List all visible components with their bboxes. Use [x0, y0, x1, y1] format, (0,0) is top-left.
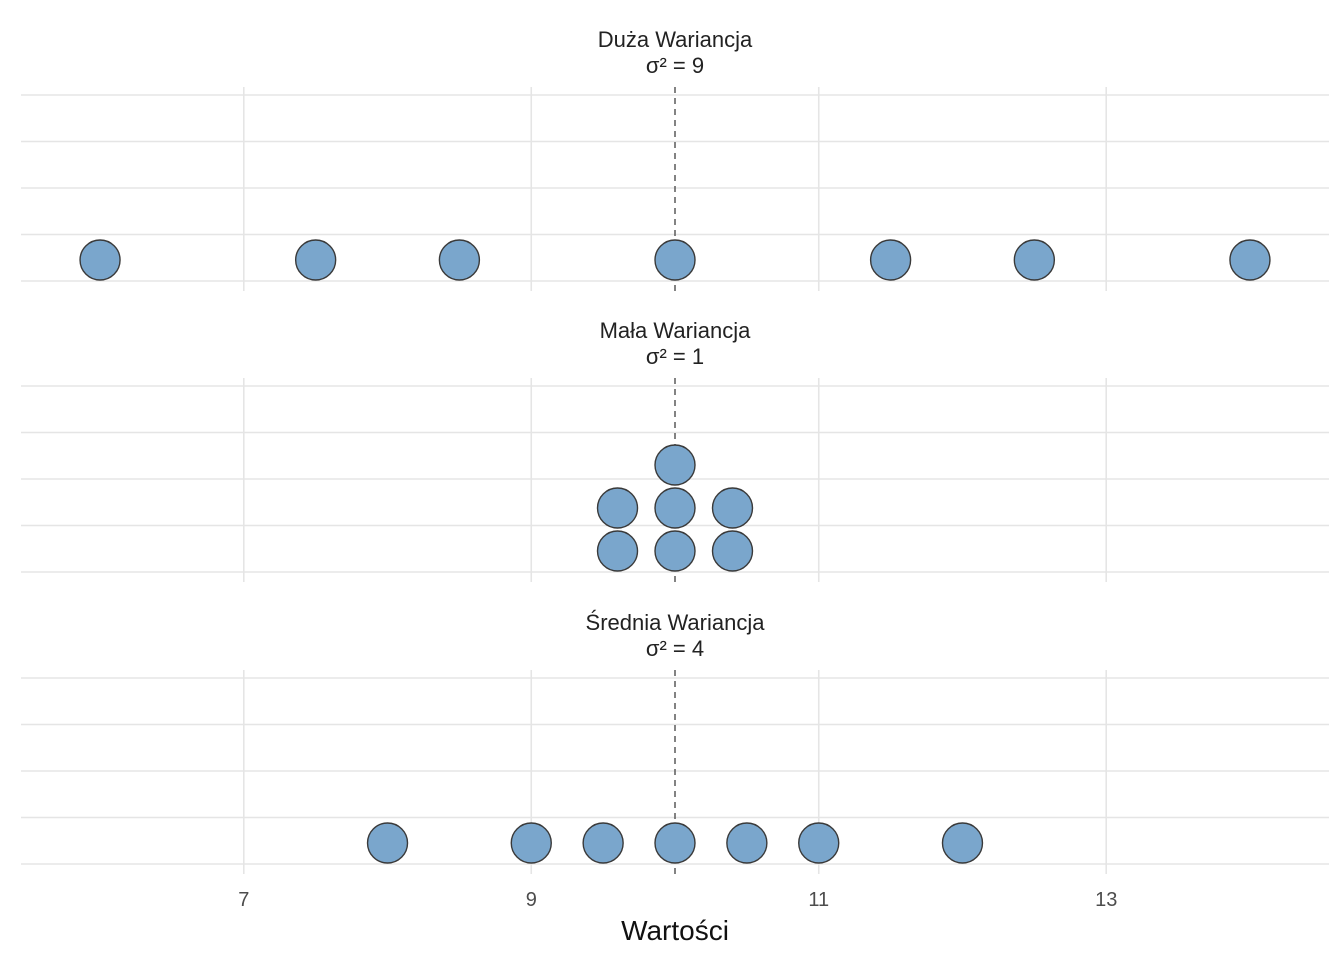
data-point: [582, 822, 624, 864]
x-axis-title: Wartości: [621, 915, 729, 946]
panel-subtitle: σ² = 9: [646, 53, 704, 78]
panel-title: Średnia Wariancja: [586, 610, 766, 635]
data-point: [798, 822, 840, 864]
data-point: [79, 239, 121, 281]
data-point: [711, 530, 754, 572]
panel-subtitle: σ² = 1: [646, 344, 704, 369]
panel-title: Duża Wariancja: [598, 27, 753, 52]
data-point: [1013, 239, 1056, 281]
data-point: [654, 530, 696, 572]
data-point: [596, 487, 639, 529]
data-point: [654, 444, 696, 486]
x-tick-label: 7: [238, 889, 249, 911]
data-point: [366, 822, 409, 864]
x-tick-label: 9: [526, 889, 537, 911]
data-point: [1229, 239, 1271, 281]
data-point: [941, 822, 984, 864]
x-tick-label: 13: [1095, 889, 1117, 911]
x-tick-label: 11: [808, 889, 829, 911]
data-point: [654, 487, 696, 529]
data-point: [438, 239, 481, 281]
data-point: [654, 822, 696, 864]
data-point: [711, 487, 754, 529]
panel-title: Mała Wariancja: [600, 318, 752, 343]
data-point: [596, 530, 639, 572]
data-point: [869, 239, 912, 281]
panel-subtitle: σ² = 4: [646, 636, 704, 661]
data-point: [510, 822, 552, 864]
data-point: [726, 822, 768, 864]
data-point: [294, 239, 337, 281]
data-point: [654, 239, 696, 281]
